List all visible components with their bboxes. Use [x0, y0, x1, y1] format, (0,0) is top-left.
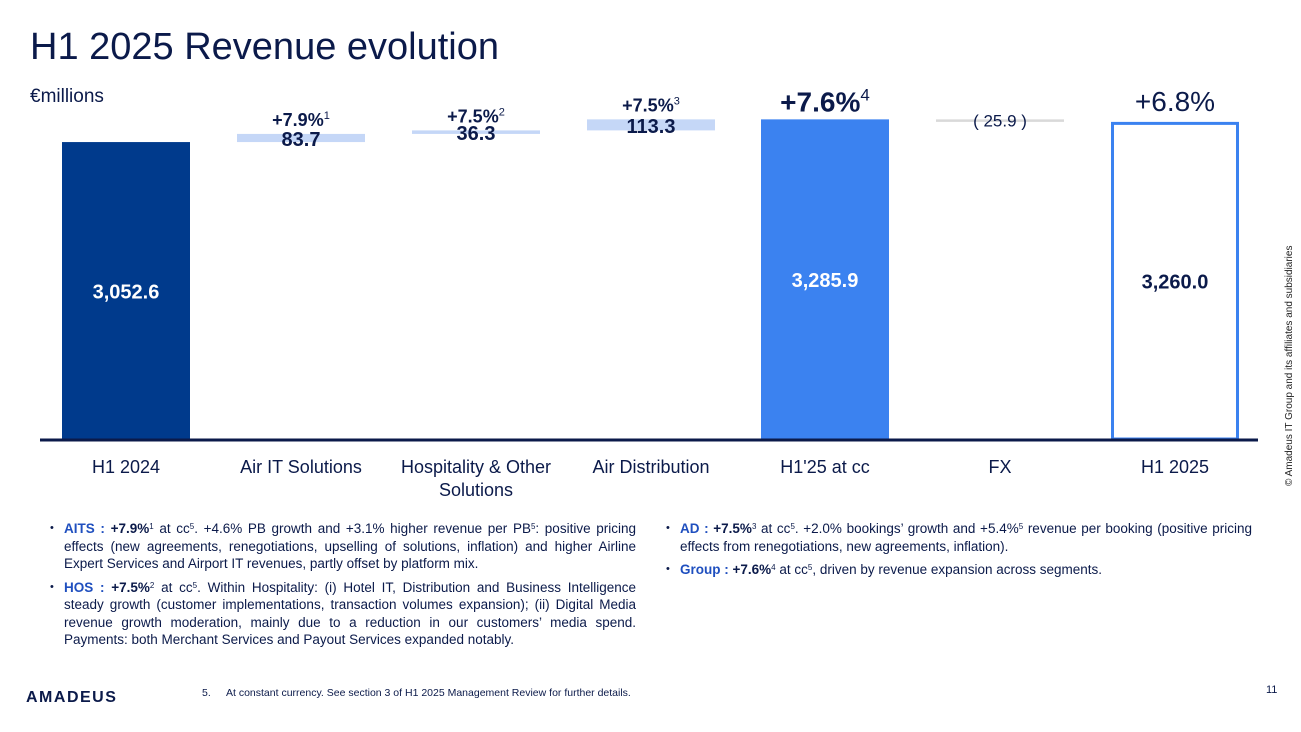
bullet-text: revenue per booking (positive pricing ef… [680, 521, 1252, 554]
bullet-text: , driven by revenue expansion across seg… [812, 562, 1103, 577]
bullet-ad: AD : +7.5%3 at cc5. +2.0% bookings’ grow… [666, 520, 1252, 555]
footnote-ref: 3 [751, 522, 757, 531]
category-label-5: FX [988, 457, 1011, 477]
bullet-key: HOS [64, 579, 94, 595]
growth-label-2: +7.5%2 [447, 106, 505, 126]
footnote-ref: 5 [1018, 522, 1024, 531]
bar-5 [936, 119, 1064, 122]
copyright-notice: © Amadeus IT Group and its affiliates an… [1284, 245, 1295, 486]
bar-2 [412, 130, 540, 134]
footnote-text: At constant currency. See section 3 of H… [226, 687, 631, 699]
footnote-ref: 5 [530, 522, 536, 531]
bullet-group: Group : +7.6%4 at cc5, driven by revenue… [666, 561, 1252, 579]
bullet-text: at cc [761, 521, 791, 536]
bar-6 [1111, 121, 1239, 441]
bullet-key: AITS [64, 521, 95, 536]
bullet-text: at cc [161, 579, 193, 595]
category-label-0: H1 2024 [92, 457, 160, 477]
bullet-text: . +2.0% bookings’ growth and +5.4% [794, 521, 1019, 536]
amadeus-logo: AMADEUS [26, 689, 118, 706]
footnote-ref: 5 [790, 522, 795, 531]
footnote-number: 5. [202, 687, 211, 699]
category-label-2: Hospitality & Other [401, 457, 551, 477]
category-label-1: Air IT Solutions [240, 457, 362, 477]
category-label-6: H1 2025 [1141, 457, 1209, 477]
footnote-ref: 5 [189, 522, 195, 531]
bullet-text: . Within Hospitality: (i) Hotel IT, Dist… [64, 579, 636, 648]
growth-label-1: +7.9%1 [272, 110, 330, 130]
bullet-aits: AITS : +7.9%1 at cc5. +4.6% PB growth an… [50, 520, 636, 573]
unit-label: €millions [30, 86, 104, 107]
waterfall-chart: 3,052.6 H1 2024 83.7+7.9%1 Air IT Solutions… [40, 85, 1258, 500]
bullet-text: : positive pricing effects (new agreemen… [64, 521, 636, 571]
left-bullet-list: AITS : +7.9%1 at cc5. +4.6% PB growth an… [50, 520, 636, 655]
category-label-2: Solutions [439, 480, 513, 500]
footnote-ref: 4 [771, 563, 776, 572]
footnote-ref: 2 [149, 580, 155, 590]
value-label-2: 36.3 [457, 123, 496, 145]
footnote-ref: 1 [149, 522, 154, 531]
bar-1 [237, 133, 365, 143]
footnote-ref: 5 [807, 563, 813, 572]
value-label-3: 113.3 [627, 116, 676, 138]
bullet-growth: +7.5% [111, 579, 150, 595]
value-label-0: 3,052.6 [93, 282, 160, 304]
footnote-ref: 5 [192, 580, 198, 590]
bar-4 [761, 119, 889, 439]
bullet-text: at cc [779, 562, 808, 577]
category-label-3: Air Distribution [592, 457, 709, 477]
page-number: 11 [1266, 684, 1278, 696]
growth-label-4: +7.6%4 [780, 85, 870, 117]
bullet-text: . +4.6% PB growth and +3.1% higher reven… [194, 521, 531, 536]
bar-0 [62, 142, 190, 439]
footnote: 5. At constant currency. See section 3 of… [202, 687, 631, 699]
bullet-growth: +7.6% [732, 562, 772, 577]
bullet-key: AD [680, 521, 700, 536]
bar-3 [587, 119, 715, 131]
bullet-key: Group [680, 562, 721, 577]
bullet-growth: +7.9% [110, 521, 150, 536]
page-title: H1 2025 Revenue evolution [30, 26, 500, 68]
growth-label-6: +6.8% [1135, 86, 1215, 117]
bullet-text: at cc [159, 521, 190, 536]
category-label-4: H1'25 at cc [780, 457, 869, 477]
value-label-1: 83.7 [282, 129, 321, 151]
bullet-growth: +7.5% [713, 521, 752, 536]
value-label-5: ( 25.9 ) [973, 112, 1027, 131]
value-label-4: 3,285.9 [792, 270, 859, 292]
bullet-hos: HOS : +7.5%2 at cc5. Within Hospitality:… [50, 579, 636, 649]
right-bullet-list: AD : +7.5%3 at cc5. +2.0% bookings’ grow… [666, 520, 1252, 585]
value-label-6: 3,260.0 [1142, 271, 1209, 293]
growth-label-3: +7.5%3 [622, 95, 680, 115]
